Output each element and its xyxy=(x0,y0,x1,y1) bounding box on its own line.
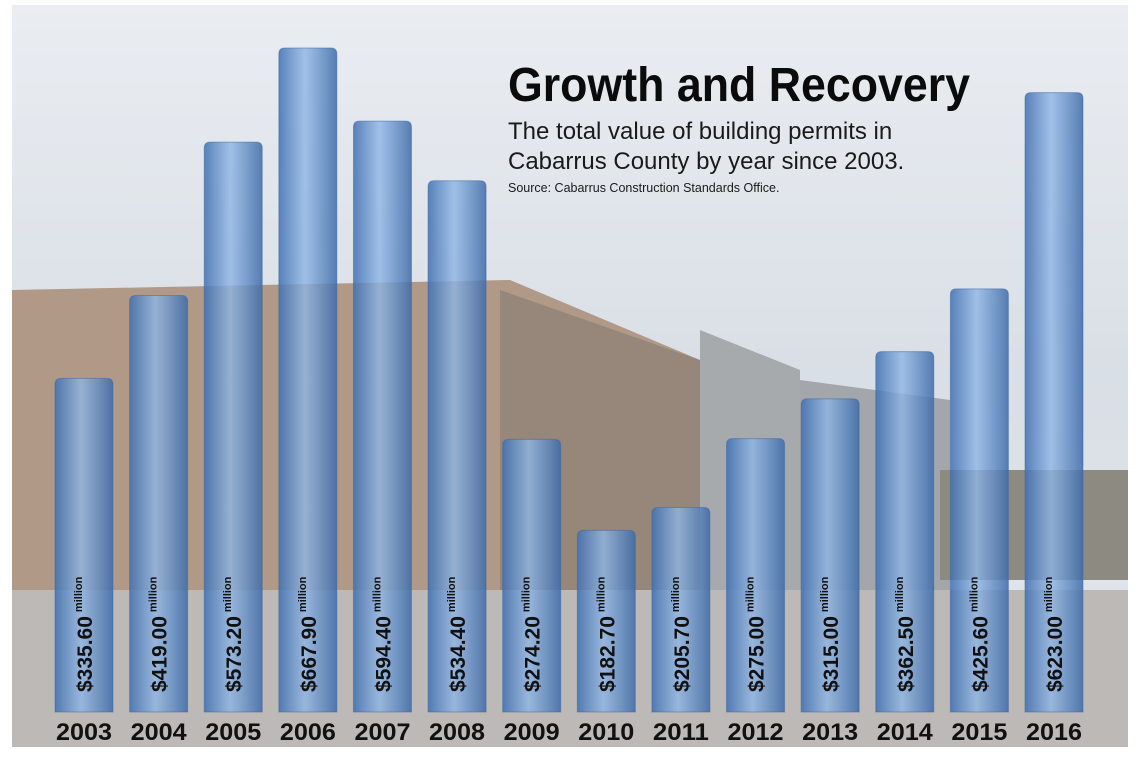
value-label: $274.20 million xyxy=(521,576,545,692)
bar xyxy=(278,47,338,713)
bar xyxy=(427,180,487,713)
value-label-amount: $573.20 xyxy=(223,616,246,692)
bar xyxy=(651,507,711,713)
x-tick-label: 2006 xyxy=(280,719,336,746)
value-label: $419.00 million xyxy=(148,576,172,692)
value-label: $534.40 million xyxy=(446,576,470,692)
x-tick-label: 2008 xyxy=(429,719,485,746)
value-label-amount: $419.00 xyxy=(149,616,172,692)
value-label-unit: million xyxy=(446,576,458,612)
value-label-unit: million xyxy=(371,576,383,612)
value-label-amount: $274.20 xyxy=(522,616,545,692)
value-label-unit: million xyxy=(1043,576,1055,612)
value-label: $667.90 million xyxy=(297,576,321,692)
bar xyxy=(352,120,412,713)
value-label-amount: $335.60 xyxy=(74,616,97,692)
value-label-unit: million xyxy=(670,576,682,612)
value-label-amount: $623.00 xyxy=(1044,616,1067,692)
value-label: $335.60 million xyxy=(73,576,97,692)
value-label-unit: million xyxy=(745,576,757,612)
background-photo xyxy=(12,5,1128,747)
value-label-unit: million xyxy=(894,576,906,612)
value-label-unit: million xyxy=(819,576,831,612)
bar xyxy=(1024,92,1084,713)
value-label-unit: million xyxy=(73,576,85,612)
value-label: $425.60 million xyxy=(968,576,992,692)
value-label-unit: million xyxy=(297,576,309,612)
bar xyxy=(203,141,263,713)
value-label-unit: million xyxy=(595,576,607,612)
x-tick-label: 2015 xyxy=(951,719,1007,746)
x-tick-label: 2011 xyxy=(653,719,709,746)
bar xyxy=(502,438,562,713)
bar xyxy=(949,288,1009,713)
value-label: $594.40 million xyxy=(371,576,395,692)
value-label-amount: $534.40 xyxy=(447,616,470,692)
value-label-amount: $425.60 xyxy=(969,616,992,692)
value-label: $205.70 million xyxy=(670,576,694,692)
source: Source: Cabarrus Construction Standards … xyxy=(508,181,779,195)
subtitle: The total value of building permits in xyxy=(508,118,892,145)
bar xyxy=(726,438,786,713)
chart-title: Growth and Recovery xyxy=(508,59,970,112)
value-label-amount: $182.70 xyxy=(596,616,619,692)
value-label-amount: $205.70 xyxy=(671,616,694,692)
x-tick-label: 2009 xyxy=(504,719,560,746)
bar xyxy=(576,529,636,713)
value-label: $573.20 million xyxy=(222,576,246,692)
bar xyxy=(800,398,860,713)
value-label-amount: $362.50 xyxy=(895,616,918,692)
value-label-amount: $594.40 xyxy=(372,616,395,692)
value-label: $315.00 million xyxy=(819,576,843,692)
x-tick-label: 2010 xyxy=(578,719,634,746)
subtitle: Cabarrus County by year since 2003. xyxy=(508,148,904,175)
value-label-unit: million xyxy=(148,576,160,612)
value-label-unit: million xyxy=(968,576,980,612)
value-label-amount: $275.00 xyxy=(746,616,769,692)
value-label-amount: $667.90 xyxy=(298,616,321,692)
value-label: $182.70 million xyxy=(595,576,619,692)
x-tick-label: 2005 xyxy=(205,719,261,746)
bar xyxy=(54,377,114,713)
x-tick-label: 2012 xyxy=(728,719,784,746)
x-tick-label: 2007 xyxy=(354,719,410,746)
x-tick-label: 2013 xyxy=(802,719,858,746)
x-tick-label: 2014 xyxy=(877,719,934,746)
x-tick-label: 2004 xyxy=(131,719,188,746)
bar xyxy=(875,351,935,713)
value-label-amount: $315.00 xyxy=(820,616,843,692)
value-label-unit: million xyxy=(222,576,234,612)
value-label-unit: million xyxy=(521,576,533,612)
value-label: $362.50 million xyxy=(894,576,918,692)
bar xyxy=(129,294,189,713)
value-label: $623.00 million xyxy=(1043,576,1067,692)
value-label: $275.00 million xyxy=(745,576,769,692)
x-tick-label: 2016 xyxy=(1026,719,1082,746)
x-tick-label: 2003 xyxy=(56,719,112,746)
